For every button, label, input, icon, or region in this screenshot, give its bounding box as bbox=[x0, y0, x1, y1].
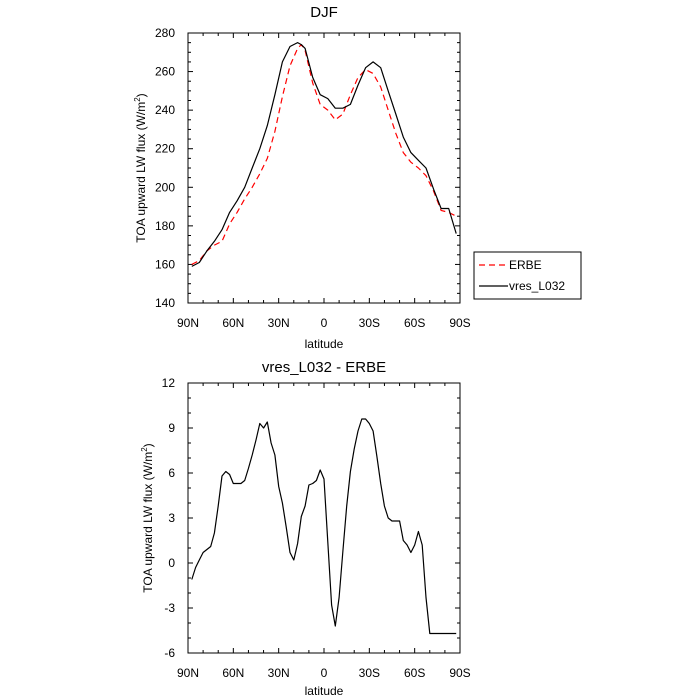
series-line-vres-l032 bbox=[191, 41, 457, 267]
y-tick-label: 280 bbox=[155, 26, 175, 40]
top-panel-frame bbox=[187, 32, 461, 304]
y-tick-label: -6 bbox=[164, 646, 175, 660]
top-panel-y-axis-label-superscript: 2 bbox=[133, 97, 142, 102]
bottom-panel-frame bbox=[187, 382, 461, 654]
bottom-panel-y-tick-labels: -6 -3 0 3 6 9 12 bbox=[162, 376, 176, 660]
top-panel-x-tick-labels: 90N 60N 30N 0 30S 60S 90S bbox=[177, 316, 471, 330]
x-tick-label: 60S bbox=[404, 666, 425, 680]
y-tick-label: 220 bbox=[155, 142, 175, 156]
y-tick-label: 180 bbox=[155, 219, 175, 233]
top-panel-x-axis-label: latitude bbox=[305, 337, 344, 351]
top-panel-y-axis-label-text: TOA upward LW flux (W/m bbox=[134, 102, 148, 243]
top-panel-y-tick-labels: 140 160 180 200 220 240 260 280 bbox=[155, 26, 175, 310]
top-panel-series bbox=[191, 41, 457, 267]
legend-label-vres: vres_L032 bbox=[509, 279, 565, 293]
x-tick-label: 90N bbox=[177, 316, 199, 330]
x-tick-label: 30S bbox=[359, 666, 380, 680]
legend-label-erbe: ERBE bbox=[509, 258, 542, 272]
y-tick-label: 260 bbox=[155, 65, 175, 79]
x-tick-label: 30N bbox=[268, 666, 290, 680]
bottom-panel-y-axis-label-suffix: ) bbox=[141, 443, 155, 447]
bottom-panel: vres_L032 - ERBE 90N 60N 30N 0 30S 60S 90S -6-… bbox=[140, 359, 471, 698]
y-tick-label: 0 bbox=[168, 556, 175, 570]
y-tick-label: 12 bbox=[162, 376, 176, 390]
top-panel-y-axis-label-suffix: ) bbox=[134, 93, 148, 97]
series-line-vres-l032-erbe bbox=[191, 418, 457, 635]
y-tick-label: 6 bbox=[168, 466, 175, 480]
y-tick-label: 9 bbox=[168, 421, 175, 435]
top-panel: DJF 90N 60N 30N 0 30S 60S 90S 140 160 180 200 220 2… bbox=[133, 4, 582, 351]
x-tick-label: 0 bbox=[321, 316, 328, 330]
bottom-panel-x-tick-labels: 90N 60N 30N 0 30S 60S 90S bbox=[177, 666, 471, 680]
y-tick-label: 140 bbox=[155, 296, 175, 310]
x-tick-label: 60N bbox=[222, 316, 244, 330]
y-tick-label: 3 bbox=[168, 511, 175, 525]
bottom-panel-y-axis-label: TOA upward LW flux (W/m2) bbox=[140, 443, 155, 592]
x-tick-label: 0 bbox=[321, 666, 328, 680]
bottom-panel-y-axis-label-text: TOA upward LW flux (W/m bbox=[141, 452, 155, 593]
legend-box bbox=[473, 251, 582, 300]
bottom-panel-x-axis-label: latitude bbox=[305, 684, 344, 698]
series-line-erbe bbox=[191, 43, 457, 265]
legend: ERBE vres_L032 bbox=[473, 251, 582, 300]
y-tick-label: 160 bbox=[155, 257, 175, 271]
bottom-panel-series bbox=[191, 418, 457, 635]
bottom-panel-title: vres_L032 - ERBE bbox=[262, 359, 386, 376]
x-tick-label: 30S bbox=[359, 316, 380, 330]
bottom-panel-y-axis-label-superscript: 2 bbox=[140, 447, 149, 452]
y-tick-label: 200 bbox=[155, 180, 175, 194]
x-tick-label: 60S bbox=[404, 316, 425, 330]
top-panel-y-axis-label: TOA upward LW flux (W/m2) bbox=[133, 93, 148, 242]
x-tick-label: 30N bbox=[268, 316, 290, 330]
x-tick-label: 60N bbox=[222, 666, 244, 680]
top-panel-title: DJF bbox=[310, 4, 338, 21]
x-tick-label: 90N bbox=[177, 666, 199, 680]
x-tick-label: 90S bbox=[449, 316, 470, 330]
x-tick-label: 90S bbox=[449, 666, 470, 680]
y-tick-label: -3 bbox=[164, 601, 175, 615]
y-tick-label: 240 bbox=[155, 103, 175, 117]
